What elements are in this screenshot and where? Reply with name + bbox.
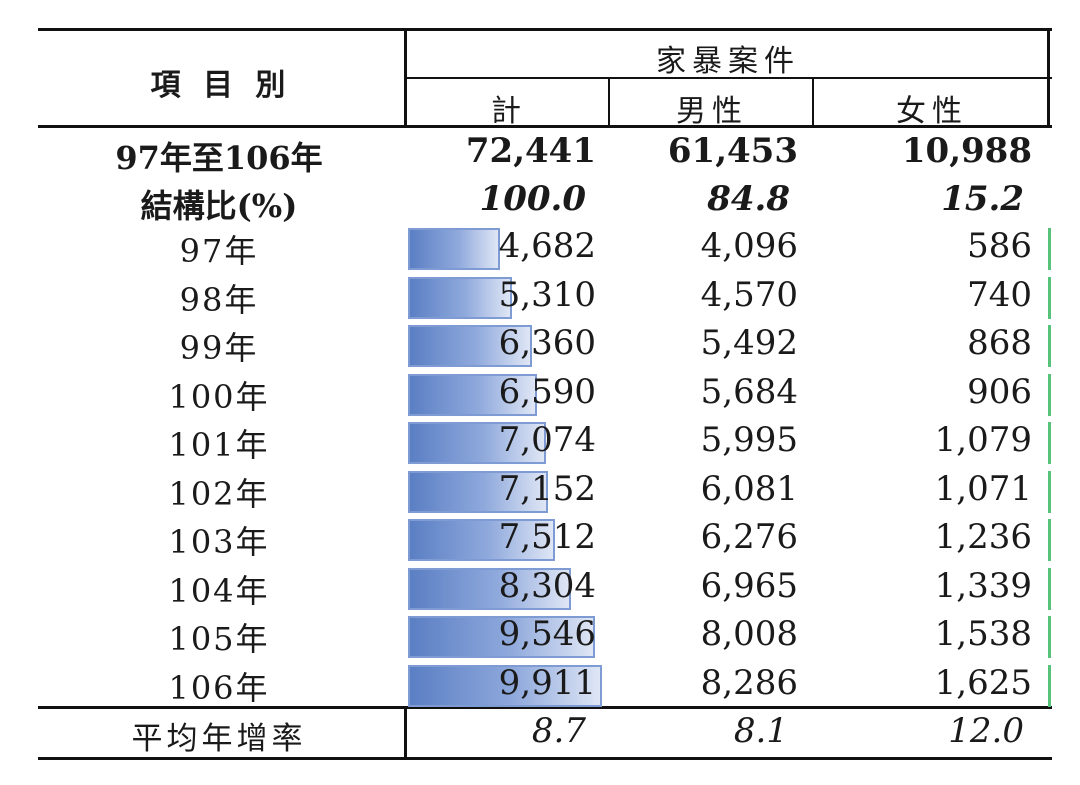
year-male: 6,276: [700, 517, 798, 557]
year-total: 8,304: [498, 565, 596, 606]
year-female: 1,339: [934, 565, 1032, 606]
year-label: 103年: [168, 523, 270, 561]
year-label: 99年: [179, 329, 259, 367]
ratio-row-female: 15.2: [941, 179, 1024, 219]
databar-total: [408, 616, 595, 658]
year-total: 7,074: [498, 420, 596, 460]
year-female: 906: [967, 371, 1032, 412]
ratio-row-label: 結構比(%): [140, 187, 298, 225]
growth-row-male: 8.1: [733, 711, 788, 751]
ratio-row-total: 100.0: [479, 179, 586, 219]
databar-total: [408, 567, 571, 610]
year-male: 6,081: [700, 468, 798, 509]
year-male: 8,286: [700, 662, 798, 703]
year-male: 6,965: [700, 565, 798, 606]
year-female: 740: [967, 274, 1032, 315]
year-male: 4,570: [700, 274, 798, 315]
growth-row-total: 8.7: [531, 711, 586, 751]
label-column-divider-bottom: [404, 707, 407, 759]
year-female: 1,071: [934, 468, 1032, 509]
databar-total: [408, 325, 532, 367]
growth-row-label: 平均年增率: [131, 721, 307, 757]
year-total: 6,360: [498, 323, 596, 363]
bottom-rule: [38, 757, 1052, 760]
databar-total: [408, 470, 548, 513]
conditional-format-edge: [1048, 567, 1051, 610]
column-header-female: 女性: [896, 94, 968, 129]
total-row-label: 97年至106年: [115, 139, 323, 177]
year-label: 102年: [168, 474, 270, 513]
conditional-format-edge: [1048, 664, 1051, 707]
ratio-row-male: 84.8: [707, 179, 790, 219]
databar-total: [408, 422, 546, 464]
year-male: 4,096: [700, 226, 798, 266]
conditional-format-edge: [1048, 276, 1051, 319]
year-label: 98年: [179, 280, 259, 319]
year-male: 5,492: [700, 323, 798, 363]
conditional-format-edge: [1048, 470, 1051, 513]
year-female: 868: [967, 323, 1032, 363]
total-row-male: 61,453: [667, 131, 798, 171]
databar-total: [408, 519, 555, 561]
growth-top-rule: [38, 706, 1052, 709]
databar-total: [408, 228, 500, 270]
conditional-format-edge: [1048, 422, 1051, 464]
group-header-domestic-violence: 家暴案件: [656, 44, 800, 79]
databar-total: [408, 276, 512, 319]
year-female: 586: [967, 226, 1032, 266]
col-divider-1: [608, 77, 610, 127]
label-column-divider: [404, 28, 407, 127]
year-male: 5,684: [700, 371, 798, 412]
year-label: 105年: [168, 620, 270, 658]
year-label: 104年: [168, 571, 270, 610]
databar-total: [408, 373, 537, 416]
column-header-male: 男性: [676, 94, 748, 129]
year-total: 7,512: [498, 517, 596, 557]
total-row-female: 10,988: [901, 131, 1032, 171]
year-label: 100年: [168, 377, 270, 416]
conditional-format-edge: [1048, 228, 1051, 270]
item-column-header: 項 目 別: [150, 68, 292, 103]
group-header-underline: [406, 77, 1052, 79]
growth-row-female: 12.0: [948, 711, 1024, 751]
conditional-format-edge: [1048, 325, 1051, 367]
year-female: 1,625: [934, 662, 1032, 703]
year-total: 5,310: [498, 274, 596, 315]
year-label: 101年: [168, 426, 270, 464]
year-total: 7,152: [498, 468, 596, 509]
top-rule: [38, 28, 1052, 31]
year-total: 4,682: [498, 226, 596, 266]
year-total: 6,590: [498, 371, 596, 412]
year-female: 1,079: [934, 420, 1032, 460]
year-female: 1,236: [934, 517, 1032, 557]
year-female: 1,538: [934, 614, 1032, 654]
databar-total: [408, 664, 602, 707]
conditional-format-edge: [1048, 373, 1051, 416]
header-bottom-rule: [38, 125, 1052, 128]
total-row-total: 72,441: [465, 131, 596, 171]
year-total: 9,911: [498, 662, 596, 703]
conditional-format-edge: [1048, 519, 1051, 561]
year-male: 5,995: [700, 420, 798, 460]
year-label: 106年: [168, 668, 270, 707]
right-edge-header: [1047, 28, 1050, 127]
col-divider-2: [812, 77, 814, 127]
year-total: 9,546: [498, 614, 596, 654]
conditional-format-edge: [1048, 616, 1051, 658]
column-header-total: 計: [491, 94, 527, 129]
year-label: 97年: [179, 232, 259, 270]
year-male: 8,008: [700, 614, 798, 654]
